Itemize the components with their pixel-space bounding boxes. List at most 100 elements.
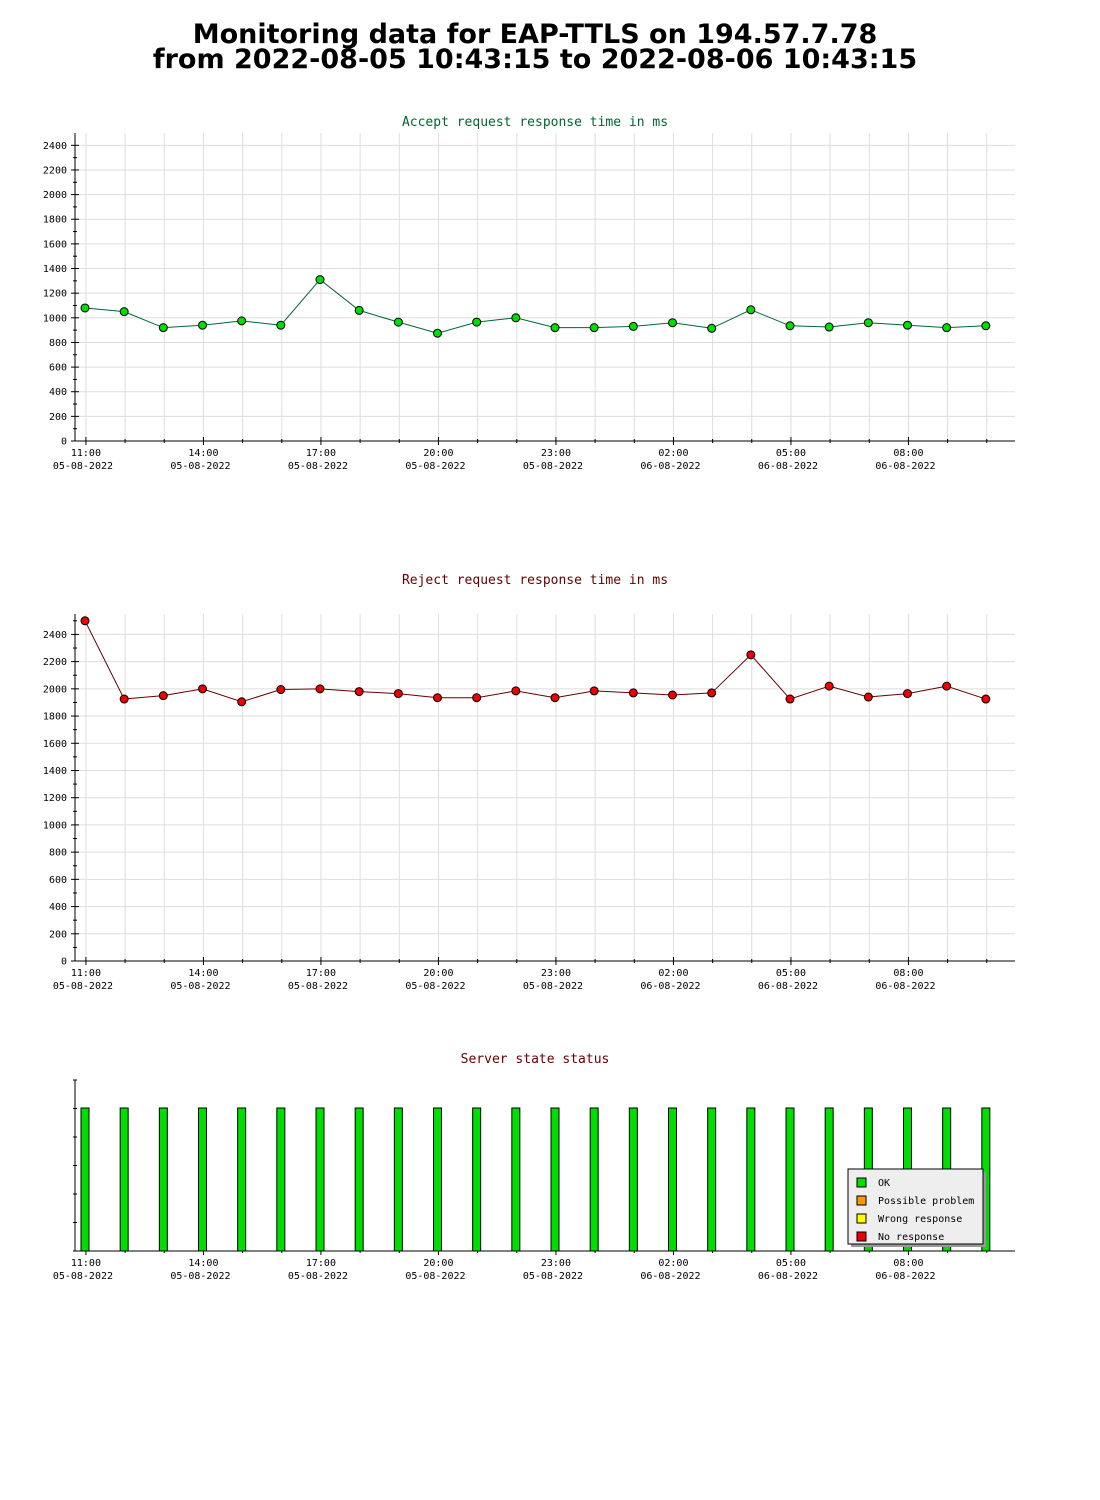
reject-data-point — [589, 686, 599, 696]
accept-chart-axes — [74, 133, 1015, 442]
reject-x-tick-time: 23:00 — [541, 968, 571, 979]
legend-swatch — [856, 1231, 867, 1242]
accept-data-point — [119, 307, 129, 317]
status-x-tick-date: 06-08-2022 — [640, 1271, 700, 1282]
reject-data-point — [785, 694, 795, 704]
reject-x-tick-date: 05-08-2022 — [523, 981, 583, 992]
reject-chart-y-ticks: 0 200 400 600 800 1000 1200 1400 1600 1800 2000 220… — [43, 620, 79, 968]
reject-chart-axes — [74, 614, 1015, 962]
status-x-tick-time: 17:00 — [306, 1258, 336, 1269]
accept-data-point — [981, 321, 991, 331]
legend-swatch — [856, 1213, 867, 1224]
accept-data-point — [903, 320, 912, 330]
status-x-tick-date: 05-08-2022 — [288, 1271, 348, 1282]
reject-y-tick-label: 400 — [49, 902, 67, 913]
status-bar — [746, 1107, 756, 1252]
reject-y-tick-label: 1400 — [43, 766, 67, 777]
status-bar — [80, 1107, 90, 1252]
accept-chart-title: Accept request response time in ms — [402, 115, 668, 130]
reject-data-point — [276, 685, 286, 695]
reject-data-point — [981, 694, 991, 704]
accept-y-tick-label: 2200 — [43, 165, 67, 176]
accept-y-tick-label: 2000 — [43, 190, 67, 201]
reject-y-tick-label: 800 — [49, 848, 67, 859]
reject-chart-x-ticks: 11:00 05-08-2022 14:00 05-08-2022 17:00 05-08… — [53, 957, 988, 992]
accept-data-point — [158, 323, 168, 333]
status-bar — [472, 1107, 482, 1252]
reject-response-chart: Reject request response time in ms 0 200 4… — [43, 573, 1015, 992]
accept-x-tick-date: 06-08-2022 — [758, 461, 818, 472]
accept-y-tick-label: 600 — [49, 363, 67, 374]
status-bar — [707, 1107, 717, 1252]
legend-label: OK — [878, 1178, 890, 1189]
page-title-line-2: from 2022-08-05 10:43:15 to 2022-08-06 1… — [152, 44, 918, 75]
status-bar — [119, 1107, 129, 1252]
reject-data-point — [433, 693, 442, 703]
reject-x-tick-time: 11:00 — [71, 968, 101, 979]
status-legend-box — [847, 1168, 984, 1245]
status-bar — [276, 1107, 286, 1252]
legend-label: Possible problem — [878, 1196, 974, 1207]
accept-data-point — [628, 321, 638, 331]
legend-swatch — [856, 1177, 867, 1188]
page-title: Monitoring data for EAP-TTLS on 194.57.7… — [0, 19, 1070, 75]
accept-data-point — [315, 275, 325, 285]
accept-y-tick-label: 200 — [49, 412, 67, 423]
accept-data-point — [393, 317, 403, 327]
reject-x-tick-date: 05-08-2022 — [288, 981, 348, 992]
reject-x-tick-date: 06-08-2022 — [875, 981, 935, 992]
status-x-tick-date: 06-08-2022 — [875, 1271, 935, 1282]
accept-data-point — [472, 317, 482, 327]
reject-data-point — [393, 689, 403, 699]
accept-x-tick-date: 05-08-2022 — [53, 461, 113, 472]
legend-label: No response — [878, 1232, 944, 1243]
accept-data-point — [550, 323, 560, 333]
accept-data-point — [433, 328, 442, 338]
reject-x-tick-time: 17:00 — [306, 968, 336, 979]
reject-data-point — [746, 650, 756, 660]
reject-data-point — [668, 690, 677, 700]
reject-y-tick-label: 2200 — [43, 657, 67, 668]
status-bar — [158, 1107, 168, 1252]
reject-y-tick-label: 1800 — [43, 712, 67, 723]
accept-x-tick-time: 11:00 — [71, 448, 101, 459]
accept-x-tick-date: 05-08-2022 — [288, 461, 348, 472]
status-x-tick-date: 05-08-2022 — [170, 1271, 230, 1282]
status-x-tick-time: 20:00 — [423, 1258, 453, 1269]
reject-y-tick-label: 0 — [61, 957, 67, 968]
reject-data-point — [824, 681, 834, 691]
accept-x-tick-time: 14:00 — [188, 448, 218, 459]
accept-data-point — [511, 313, 521, 323]
reject-y-tick-label: 1600 — [43, 739, 67, 750]
reject-data-point — [903, 689, 912, 699]
status-x-tick-time: 05:00 — [776, 1258, 806, 1269]
accept-x-tick-time: 17:00 — [306, 448, 336, 459]
status-bar — [511, 1107, 521, 1252]
legend-swatch — [856, 1195, 867, 1206]
reject-y-tick-label: 2400 — [43, 630, 67, 641]
accept-response-chart: Accept request response time in ms 0 200 4… — [43, 115, 1015, 472]
reject-x-tick-date: 05-08-2022 — [170, 981, 230, 992]
accept-data-point — [276, 320, 286, 330]
reject-x-tick-time: 20:00 — [423, 968, 453, 979]
accept-data-point — [707, 323, 717, 333]
status-x-tick-time: 08:00 — [893, 1258, 923, 1269]
reject-data-point — [942, 681, 952, 691]
accept-x-tick-time: 08:00 — [893, 448, 923, 459]
accept-y-tick-label: 1200 — [43, 289, 67, 300]
status-bar — [668, 1107, 677, 1252]
status-x-tick-time: 14:00 — [188, 1258, 218, 1269]
page-title-line-1: Monitoring data for EAP-TTLS on 194.57.7… — [192, 19, 878, 50]
reject-data-point — [158, 691, 168, 701]
accept-chart-series — [80, 275, 991, 338]
reject-series-line — [84, 620, 986, 703]
reject-x-tick-time: 05:00 — [776, 968, 806, 979]
accept-data-point — [863, 318, 873, 328]
status-x-tick-time: 02:00 — [658, 1258, 688, 1269]
accept-data-point — [824, 322, 834, 332]
reject-data-point — [315, 684, 325, 694]
status-x-tick-date: 05-08-2022 — [405, 1271, 465, 1282]
reject-y-tick-label: 1000 — [43, 820, 67, 831]
status-x-tick-time: 23:00 — [541, 1258, 571, 1269]
reject-data-point — [511, 686, 521, 696]
